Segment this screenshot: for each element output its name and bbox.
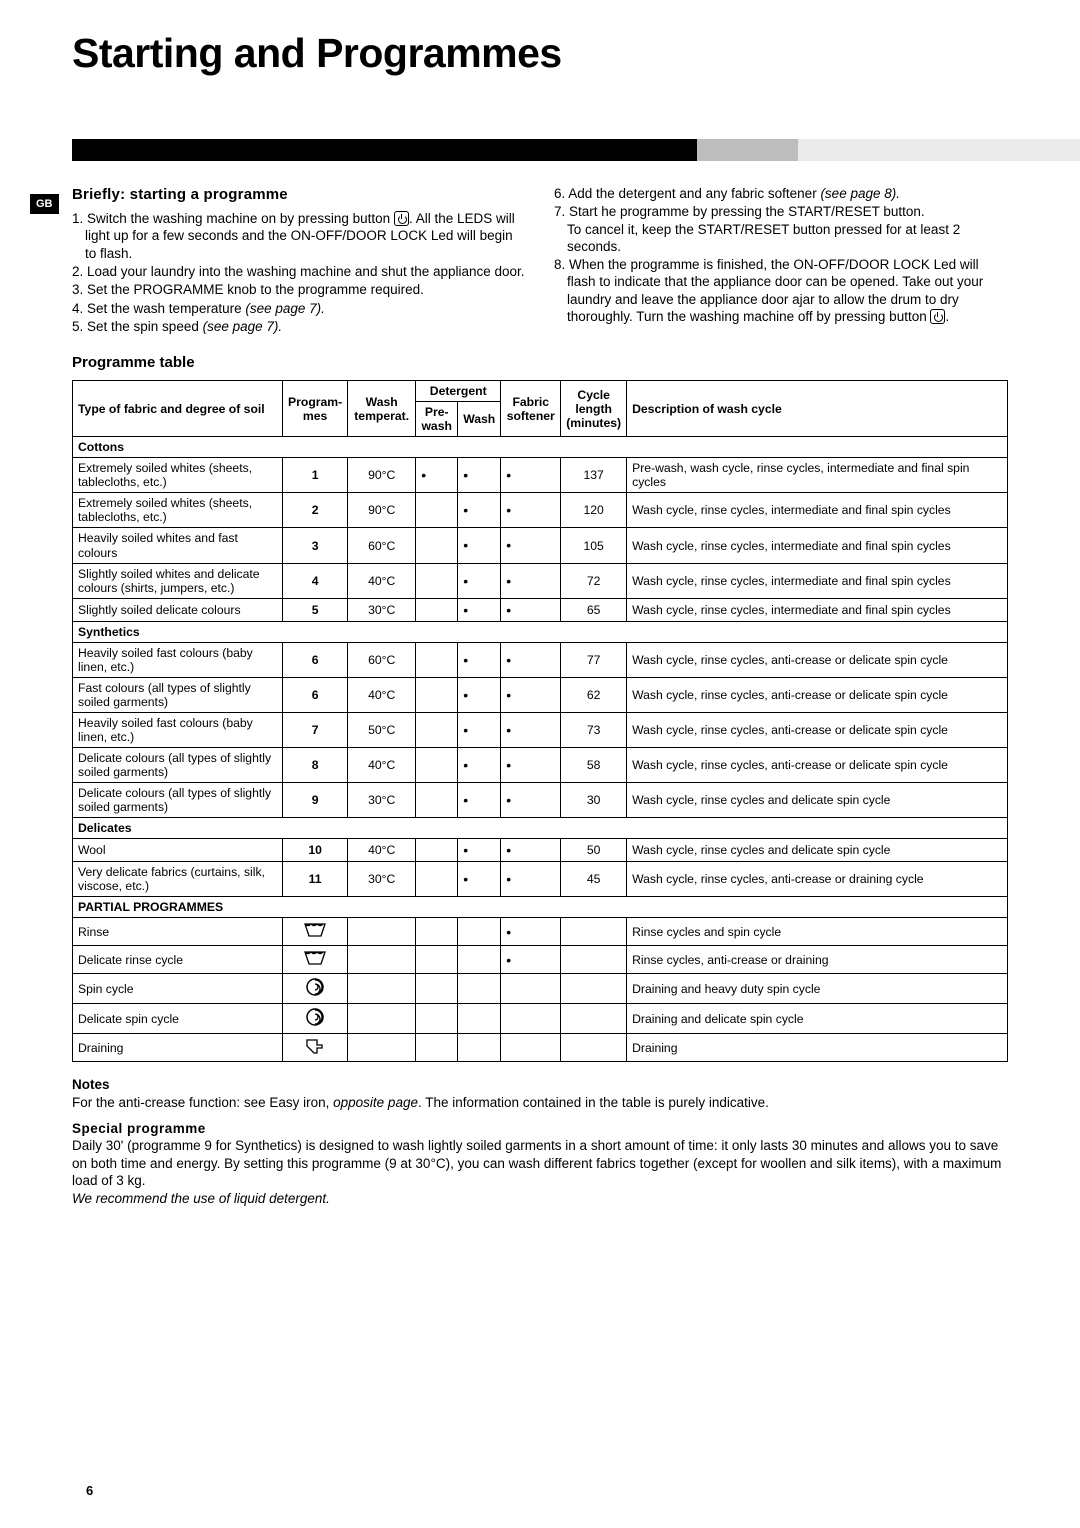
th-length: Cyclelength(minutes) (561, 381, 627, 437)
instruction-step: 3. Set the PROGRAMME knob to the program… (72, 281, 526, 298)
table-row: Wool1040°C••50Wash cycle, rinse cycles a… (73, 839, 1008, 862)
table-row: Delicate spin cycleDraining and delicate… (73, 1004, 1008, 1034)
th-programmes: Program-mes (283, 381, 348, 437)
power-icon (930, 309, 945, 324)
table-row: Delicate rinse cycle•Rinse cycles, anti-… (73, 946, 1008, 974)
programme-table: Type of fabric and degree of soil Progra… (72, 380, 1008, 1062)
briefly-steps-continued: 6. Add the detergent and any fabric soft… (554, 185, 1008, 325)
rinse-icon (302, 921, 328, 939)
spin-icon (305, 1007, 325, 1027)
th-wash: Wash (458, 402, 501, 437)
th-detergent: Detergent (416, 381, 501, 402)
spin-icon (305, 977, 325, 997)
table-section-header: Synthetics (73, 621, 1008, 642)
instruction-step: 2. Load your laundry into the washing ma… (72, 263, 526, 280)
table-row: DrainingDraining (73, 1034, 1008, 1062)
page-number: 6 (86, 1483, 93, 1498)
notes-block: Notes For the anti-crease function: see … (72, 1076, 1008, 1207)
th-description: Description of wash cycle (627, 381, 1008, 437)
table-row: Delicate colours (all types of slightly … (73, 782, 1008, 817)
table-row: Spin cycleDraining and heavy duty spin c… (73, 974, 1008, 1004)
table-row: Slightly soiled delicate colours530°C••6… (73, 598, 1008, 621)
table-row: Heavily soiled fast colours (baby linen,… (73, 642, 1008, 677)
page-title: Starting and Programmes (72, 30, 1008, 77)
table-section-header: Cottons (73, 437, 1008, 458)
power-icon (394, 211, 409, 226)
th-prewash: Pre-wash (416, 402, 458, 437)
briefly-steps: 1. Switch the washing machine on by pres… (72, 210, 526, 335)
table-row: Fast colours (all types of slightly soil… (73, 677, 1008, 712)
table-row: Extremely soiled whites (sheets, tablecl… (73, 458, 1008, 493)
instruction-step: 8. When the programme is finished, the O… (554, 256, 1008, 325)
drain-icon (304, 1037, 326, 1055)
rinse-icon (302, 949, 328, 967)
table-row: Extremely soiled whites (sheets, tablecl… (73, 493, 1008, 528)
table-row: Rinse•Rinse cycles and spin cycle (73, 918, 1008, 946)
th-type: Type of fabric and degree of soil (73, 381, 283, 437)
instruction-step: 6. Add the detergent and any fabric soft… (554, 185, 1008, 202)
table-row: Heavily soiled whites and fast colours36… (73, 528, 1008, 563)
th-temp: Washtemperat. (348, 381, 416, 437)
briefly-heading: Briefly: starting a programme (72, 185, 526, 204)
header-banner (72, 139, 1080, 161)
instruction-step: 7. Start he programme by pressing the ST… (554, 203, 1008, 255)
table-row: Delicate colours (all types of slightly … (73, 747, 1008, 782)
table-row: Slightly soiled whites and delicate colo… (73, 563, 1008, 598)
table-row: Heavily soiled fast colours (baby linen,… (73, 712, 1008, 747)
table-section-header: Delicates (73, 818, 1008, 839)
instruction-step: 5. Set the spin speed (see page 7). (72, 318, 526, 335)
special-programme-text: Daily 30' (programme 9 for Synthetics) i… (72, 1137, 1008, 1207)
table-row: Very delicate fabrics (curtains, silk, v… (73, 862, 1008, 897)
programme-table-heading: Programme table (72, 353, 526, 372)
special-programme-heading: Special programme (72, 1120, 1008, 1138)
notes-heading: Notes (72, 1076, 1008, 1094)
th-softener: Fabricsoftener (501, 381, 561, 437)
table-section-header: PARTIAL PROGRAMMES (73, 897, 1008, 918)
instruction-step: 4. Set the wash temperature (see page 7)… (72, 300, 526, 317)
notes-text: For the anti-crease function: see Easy i… (72, 1094, 1008, 1112)
instruction-step: 1. Switch the washing machine on by pres… (72, 210, 526, 262)
language-badge: GB (30, 194, 59, 214)
